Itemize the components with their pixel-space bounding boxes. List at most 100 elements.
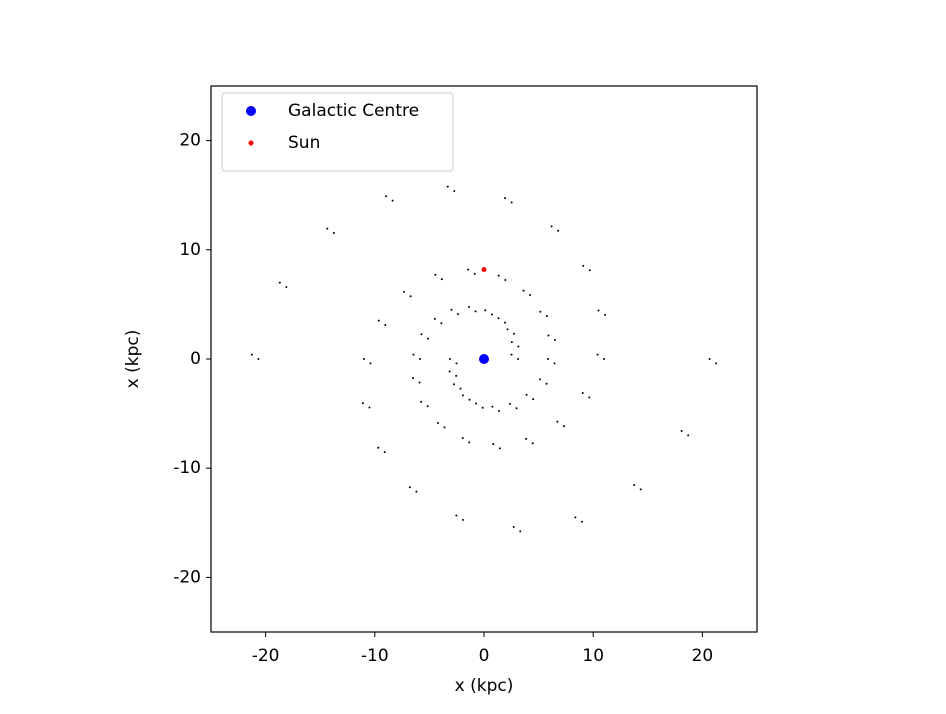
point	[504, 279, 507, 282]
plot-frame	[210, 85, 758, 633]
point	[453, 190, 456, 193]
x-tick-label: -10	[361, 646, 389, 666]
point	[468, 306, 471, 309]
point	[433, 317, 436, 320]
point	[443, 426, 446, 429]
point	[556, 420, 559, 423]
point	[529, 294, 532, 297]
point	[525, 393, 528, 396]
point	[403, 290, 406, 293]
point	[408, 486, 411, 489]
point	[361, 402, 364, 405]
point	[504, 197, 507, 200]
point	[412, 377, 415, 380]
point	[448, 370, 451, 373]
y-tick-label: 0	[190, 349, 201, 369]
point	[519, 530, 522, 533]
point	[553, 338, 556, 341]
point	[497, 274, 500, 277]
point	[461, 518, 464, 521]
point	[420, 400, 423, 403]
point	[409, 295, 412, 298]
x-tick-label: 10	[582, 646, 604, 666]
point	[588, 269, 591, 272]
point	[517, 358, 520, 360]
point	[467, 268, 470, 271]
point	[715, 362, 718, 365]
point	[448, 358, 451, 360]
legend-label: Galactic Centre	[288, 101, 419, 121]
point	[510, 341, 513, 344]
point	[515, 407, 518, 410]
point	[412, 353, 415, 356]
point	[497, 409, 500, 412]
point	[639, 488, 642, 491]
point	[504, 321, 507, 324]
point	[377, 446, 380, 449]
y-axis-label: x (kpc)	[123, 330, 143, 389]
point	[450, 308, 453, 311]
point	[326, 227, 329, 230]
point	[547, 334, 550, 337]
point	[426, 337, 429, 340]
point	[557, 229, 560, 232]
point	[385, 195, 388, 198]
point	[581, 391, 584, 394]
point	[434, 273, 437, 276]
point	[582, 264, 585, 267]
x-tick-label: 0	[479, 646, 490, 666]
point	[473, 272, 476, 275]
point	[525, 437, 528, 440]
point	[680, 429, 683, 432]
point	[481, 406, 484, 409]
point	[545, 382, 548, 385]
point	[596, 353, 599, 356]
point	[391, 199, 394, 202]
legend-marker	[246, 106, 256, 116]
point	[459, 387, 462, 390]
point	[461, 436, 464, 439]
point	[278, 281, 281, 284]
point	[457, 313, 460, 316]
point	[490, 313, 493, 316]
point	[498, 447, 501, 450]
point	[708, 358, 711, 360]
point	[440, 322, 443, 325]
point	[604, 313, 607, 316]
point	[479, 354, 489, 364]
point	[603, 358, 606, 360]
point	[383, 451, 386, 454]
point	[497, 317, 500, 320]
point	[475, 402, 478, 405]
point	[468, 398, 471, 401]
point	[446, 185, 449, 188]
point	[418, 381, 421, 384]
point	[481, 266, 487, 272]
point	[455, 362, 458, 365]
y-tick-label: 10	[179, 240, 201, 260]
point	[455, 374, 458, 377]
point	[377, 319, 380, 322]
point	[484, 309, 487, 312]
point	[492, 443, 495, 446]
point	[539, 378, 542, 381]
point	[461, 394, 464, 397]
point	[491, 405, 494, 408]
legend-label: Sun	[288, 133, 320, 153]
point	[384, 324, 387, 327]
point	[546, 358, 549, 360]
point	[517, 345, 520, 348]
point	[250, 353, 253, 356]
point	[468, 441, 471, 444]
point	[580, 520, 583, 523]
point	[508, 402, 511, 405]
point	[474, 310, 477, 313]
point	[588, 396, 591, 399]
point	[285, 286, 288, 289]
point	[257, 358, 260, 360]
y-tick-label: -20	[173, 567, 201, 587]
point	[532, 398, 535, 401]
point	[513, 332, 516, 335]
point	[452, 383, 455, 386]
